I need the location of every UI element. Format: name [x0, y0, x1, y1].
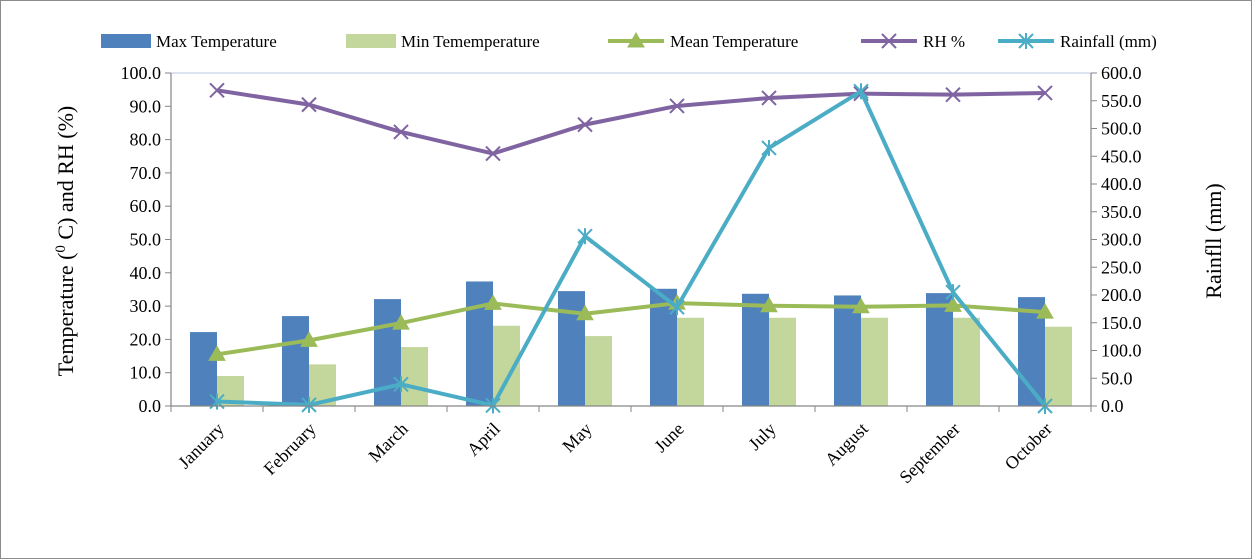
legend-swatch-max-temperature [101, 34, 151, 48]
point-mean-temperature-october [1036, 303, 1054, 319]
point-rainfall-mm-august [853, 83, 869, 100]
legend-marker-mean-temperature [627, 31, 645, 48]
legend-marker-rh [881, 33, 897, 49]
legend: Max Temperature Min Tememperature Mean Tem… [101, 31, 1157, 51]
point-rh-september [945, 86, 961, 103]
y2-tick-label: 350.0 [1101, 202, 1142, 222]
line-mean-temperature [216, 301, 1046, 357]
point-mean-temperature-april [484, 294, 502, 310]
bar-min-tememperature-june [677, 317, 704, 406]
y-tick-label: 0.0 [139, 396, 162, 416]
y-tick-label: 50.0 [130, 230, 162, 250]
line-rh [216, 88, 1046, 156]
bar-max-temperature-may [558, 291, 585, 406]
y2-tick-label: 500.0 [1101, 119, 1142, 139]
bar-max-temperature-april [466, 281, 493, 406]
bar-max-temperature-january [190, 332, 217, 406]
bar-max-temperature-february [282, 316, 309, 406]
y2-tick-label: 600.0 [1101, 63, 1142, 83]
bar-min-tememperature-september [953, 317, 980, 406]
y-tick-label: 10.0 [130, 363, 162, 383]
line-rainfall-mm [216, 89, 1047, 408]
axes: 0.0 10.0 20.0 30.0 40.0 50.0 60.0 70.0 80.0 90.0 1… [121, 63, 1142, 487]
point-rh-march [393, 124, 409, 140]
point-rainfall-mm-may [577, 228, 593, 245]
y2-axis-title: Rainfll (mm) [1201, 183, 1226, 298]
legend-label-min-tememperature: Min Tememperature [401, 32, 540, 51]
point-rainfall-mm-june [669, 299, 685, 316]
point-rh-october [1037, 85, 1053, 101]
legend-label-max-temperature: Max Temperature [156, 32, 277, 51]
point-mean-temperature-may [576, 304, 594, 321]
legend-swatch-min-tememperature [346, 34, 396, 48]
y2-tick-label: 300.0 [1101, 230, 1142, 250]
bar-min-tememperature-march [401, 347, 428, 406]
y2-tick-label: 200.0 [1101, 285, 1142, 305]
y-tick-label: 40.0 [130, 263, 162, 283]
legend-item-max-temperature: Max Temperature [101, 32, 277, 51]
y-tick-label: 100.0 [121, 63, 162, 83]
point-mean-temperature-july [760, 296, 778, 313]
point-rh-february [301, 96, 317, 113]
bar-min-tememperature-october [1045, 326, 1072, 406]
point-mean-temperature-march [392, 314, 410, 330]
point-mean-temperature-september [944, 296, 962, 312]
legend-item-mean-temperature: Mean Temperature [608, 31, 798, 51]
legend-label-rainfall-mm: Rainfall (mm) [1060, 32, 1157, 51]
y-tick-label: 80.0 [130, 130, 162, 150]
point-rainfall-mm-september [945, 284, 961, 301]
bar-max-temperature-august [834, 295, 861, 406]
bar-max-temperature-july [742, 293, 769, 406]
y2-tick-label: 150.0 [1101, 313, 1142, 333]
point-rainfall-mm-march [393, 376, 409, 393]
point-rh-april [485, 145, 501, 162]
point-rh-june [669, 98, 685, 114]
x-tick-label-february: February [260, 419, 320, 479]
x-tick-label-march: March [364, 419, 411, 466]
point-rh-july [761, 90, 777, 106]
y2-tick-label: 450.0 [1101, 146, 1142, 166]
point-mean-temperature-february [300, 331, 318, 347]
point-mean-temperature-august [852, 297, 870, 314]
y2-tick-label: 100.0 [1101, 341, 1142, 361]
y-tick-label: 90.0 [130, 96, 162, 116]
y-tick-label: 20.0 [130, 329, 162, 349]
x-tick-label-october: October [1001, 419, 1056, 474]
y-tick-label: 70.0 [130, 163, 162, 183]
legend-item-rainfall-mm: Rainfall (mm) [998, 32, 1157, 51]
bar-min-tememperature-august [861, 317, 888, 406]
x-tick-label-august: August [821, 419, 872, 470]
point-rh-january [209, 82, 225, 99]
y-tick-label: 30.0 [130, 296, 162, 316]
x-tick-label-september: September [895, 419, 964, 488]
legend-marker-rainfall-mm [1018, 33, 1034, 49]
x-tick-label-june: June [650, 419, 687, 456]
x-tick-label-july: July [744, 419, 779, 454]
y2-tick-label: 400.0 [1101, 174, 1142, 194]
legend-label-mean-temperature: Mean Temperature [670, 32, 798, 51]
y2-tick-label: 50.0 [1101, 368, 1133, 388]
legend-item-min-tememperature: Min Tememperature [346, 32, 540, 51]
y2-tick-label: 250.0 [1101, 257, 1142, 277]
bar-min-tememperature-may [585, 336, 612, 406]
plot-area [170, 72, 1092, 414]
point-rh-may [577, 116, 593, 133]
point-mean-temperature-january [208, 345, 226, 361]
bar-min-tememperature-july [769, 317, 796, 406]
y-axis-title: Temperature (0 C) and RH (%) [53, 106, 78, 376]
y2-tick-label: 550.0 [1101, 91, 1142, 111]
x-tick-label-may: May [558, 419, 595, 456]
point-rainfall-mm-july [761, 139, 777, 156]
legend-label-rh: RH % [923, 32, 965, 51]
y-tick-label: 60.0 [130, 196, 162, 216]
x-tick-label-january: January [174, 419, 228, 473]
point-rainfall-mm-february [301, 396, 317, 413]
x-tick-label-april: April [463, 419, 504, 460]
legend-item-rh: RH % [861, 32, 965, 51]
y2-tick-label: 0.0 [1101, 396, 1124, 416]
